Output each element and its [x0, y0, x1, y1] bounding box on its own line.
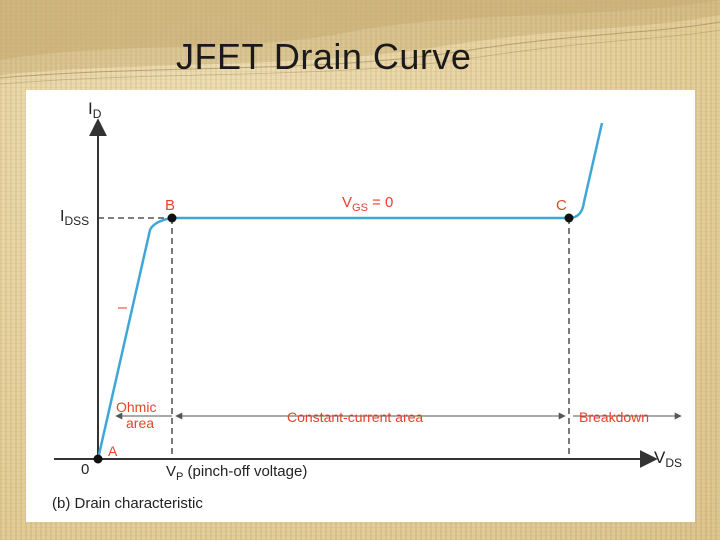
point-c-dot [564, 213, 574, 223]
diagram-panel: ID VDS IDSS 0 A B C VGS = 0 – Ohmic area… [26, 90, 695, 522]
idss-label: IDSS [60, 208, 89, 228]
drain-characteristic-diagram: ID VDS IDSS 0 A B C VGS = 0 – Ohmic area… [52, 99, 682, 512]
x-axis-label: VDS [654, 448, 682, 470]
ohmic-area-label-line2: area [126, 415, 154, 431]
diagram-caption: (b) Drain characteristic [52, 495, 203, 512]
point-a-dot [93, 454, 103, 464]
top-decorative-band [0, 0, 720, 85]
point-c-label: C [556, 197, 567, 214]
point-b-label: B [165, 197, 175, 214]
slide-title: JFET Drain Curve [176, 36, 472, 77]
vgs-label: VGS = 0 [342, 194, 393, 214]
drain-curve [96, 122, 604, 460]
breakdown-label: Breakdown [579, 409, 649, 425]
point-b-dot [167, 213, 177, 223]
y-axis-label: ID [88, 99, 102, 121]
origin-label: 0 [81, 461, 89, 478]
ohmic-area-label-line1: Ohmic [116, 399, 156, 415]
constant-current-label: Constant-current area [287, 409, 423, 425]
curve-mark: – [118, 299, 127, 316]
vp-label: VP (pinch-off voltage) [166, 463, 307, 483]
point-a-label: A [108, 443, 118, 459]
